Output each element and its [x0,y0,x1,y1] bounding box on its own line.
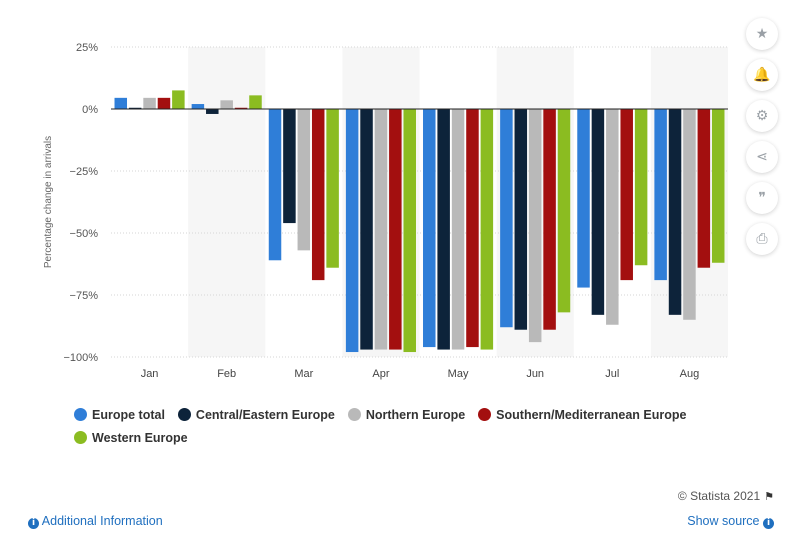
bar [191,104,205,109]
bar [423,109,436,348]
x-tick-label: Apr [372,368,389,380]
info-icon: i [763,518,774,529]
bar [311,109,325,281]
bar [697,109,711,268]
y-tick-label: −100% [63,352,98,364]
bar [114,97,128,109]
bar [143,97,156,109]
bar [606,109,619,325]
legend-label: Western Europe [92,431,188,445]
bar [683,109,696,320]
bar [500,109,513,328]
favorite-button[interactable]: ★ [746,18,778,50]
y-tick-label: −75% [70,290,99,302]
additional-information-link[interactable]: i Additional Information [28,514,163,529]
bar [557,109,571,313]
bar [543,109,556,330]
bar [711,109,725,263]
legend-item[interactable]: Western Europe [74,427,188,450]
bar [234,107,248,109]
bell-icon: 🔔 [753,67,771,83]
y-tick-label: 25% [76,42,98,54]
statista-credit[interactable]: © Statista 2021 ⚑ [678,489,774,503]
side-toolbar: ★ 🔔 ⚙ ⋖ ❞ ⎙ [746,18,780,264]
legend-swatch [74,431,87,444]
credit-text: © Statista 2021 [677,489,761,503]
legend-item[interactable]: Southern/Mediterranean Europe [478,404,686,427]
legend-item[interactable]: Central/Eastern Europe [177,404,335,427]
bar [654,109,667,281]
x-tick-label: Aug [680,368,700,380]
bar [360,109,373,350]
x-tick-label: Jul [605,368,619,380]
x-tick-label: Mar [294,368,313,380]
legend-label: Northern Europe [365,408,466,422]
cite-button[interactable]: ❞ [746,182,778,214]
y-axis-title: Percentage change in arrivals [43,136,54,268]
x-tick-label: Feb [217,368,236,380]
gear-icon: ⚙ [755,108,769,124]
legend-label: Southern/Mediterranean Europe [496,408,687,422]
bar [268,109,282,261]
legend-swatch [478,408,492,421]
y-tick-label: −25% [70,166,99,178]
chart-legend: Europe total Central/Eastern Europe Northe… [74,404,734,450]
legend-swatch [347,408,361,421]
y-tick-label: 0% [82,104,98,116]
bar [451,109,465,350]
share-button[interactable]: ⋖ [746,141,778,173]
x-tick-label: Jun [526,368,544,380]
bar [620,109,633,281]
bar [528,109,542,343]
bar [437,109,450,350]
bar [157,97,171,109]
star-icon: ★ [755,26,769,42]
quote-icon: ❞ [758,190,766,206]
bar [326,109,339,268]
bar [466,109,479,348]
bar [206,109,219,114]
legend-item[interactable]: Northern Europe [347,404,466,427]
notification-button[interactable]: 🔔 [746,59,778,91]
bar [389,109,402,350]
legend-label: Europe total [92,408,165,422]
share-icon: ⋖ [756,149,768,165]
bar [591,109,605,315]
print-button[interactable]: ⎙ [746,223,778,255]
bar [634,109,648,266]
bar [480,109,494,350]
bar [668,109,682,315]
bar [172,90,185,109]
bar [297,109,311,251]
bar [128,107,142,109]
bar [514,109,528,330]
print-icon: ⎙ [756,231,768,247]
show-source-label: Show source [687,514,760,528]
flag-icon: ⚑ [764,490,774,503]
bar [345,109,359,353]
x-tick-label: May [448,368,469,380]
bar [283,109,296,224]
x-tick-label: Jan [141,368,159,380]
category-band [188,47,266,357]
legend-item[interactable]: Europe total [74,404,165,427]
info-icon: i [28,518,39,529]
legend-swatch [177,408,191,421]
additional-information-label: Additional Information [41,514,163,528]
settings-button[interactable]: ⚙ [746,100,778,132]
bar [374,109,388,350]
y-tick-label: −50% [70,228,99,240]
legend-label: Central/Eastern Europe [195,408,335,422]
bar [249,95,262,109]
legend-swatch [74,408,87,421]
bar [403,109,416,353]
bar [577,109,590,288]
bar [220,100,233,109]
show-source-link[interactable]: Show source i [687,514,774,529]
